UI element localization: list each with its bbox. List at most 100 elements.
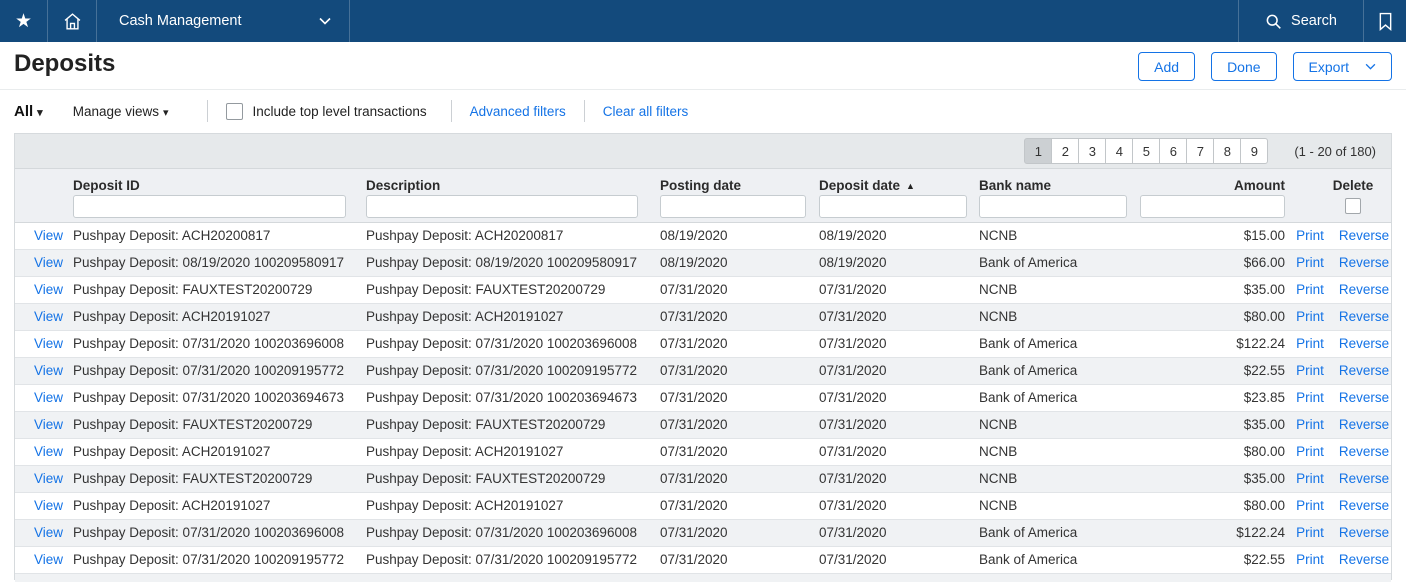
page-button-8[interactable]: 8 [1213, 138, 1241, 164]
manage-views-dropdown[interactable]: Manage views▾ [73, 104, 169, 119]
cell-bank-name: NCNB [979, 466, 1140, 492]
view-link[interactable]: View [34, 498, 63, 513]
print-link[interactable]: Print [1296, 309, 1324, 324]
reverse-link[interactable]: Reverse [1339, 255, 1389, 270]
print-link[interactable]: Print [1296, 336, 1324, 351]
cell-bank-name: Bank of America [979, 331, 1140, 357]
page-button-6[interactable]: 6 [1159, 138, 1187, 164]
cell-deposit-id: Pushpay Deposit: 07/31/2020 100203694673 [73, 385, 366, 411]
page-button-7[interactable]: 7 [1186, 138, 1214, 164]
view-link[interactable]: View [34, 309, 63, 324]
page-button-2[interactable]: 2 [1051, 138, 1079, 164]
page-button-5[interactable]: 5 [1132, 138, 1160, 164]
bookmarks-button[interactable] [1363, 0, 1406, 42]
table-row: View Pushpay Deposit: 07/31/2020 1002036… [15, 520, 1391, 547]
add-button[interactable]: Add [1138, 52, 1195, 81]
favorites-button[interactable]: ★ [0, 0, 48, 42]
filter-input-deposit-id[interactable] [73, 195, 346, 218]
clear-all-filters-link[interactable]: Clear all filters [603, 104, 689, 119]
caret-down-icon: ▾ [37, 107, 43, 119]
pagination-bar: 123456789 (1 - 20 of 180) [15, 134, 1391, 169]
page-button-1[interactable]: 1 [1024, 138, 1052, 164]
filter-input-description[interactable] [366, 195, 638, 218]
print-link[interactable]: Print [1296, 390, 1324, 405]
reverse-link[interactable]: Reverse [1339, 336, 1389, 351]
search-button[interactable]: Search [1238, 0, 1363, 42]
filter-input-posting-date[interactable] [660, 195, 806, 218]
column-header-deposit-date[interactable]: Deposit date▲ [819, 176, 979, 222]
cell-deposit-date: 07/31/2020 [819, 412, 979, 438]
row-filler [15, 574, 1391, 582]
reverse-link[interactable]: Reverse [1339, 363, 1389, 378]
cell-description: Pushpay Deposit: 07/31/2020 100209195772 [366, 547, 660, 573]
advanced-filters-link[interactable]: Advanced filters [470, 104, 566, 119]
cell-posting-date: 07/31/2020 [660, 493, 819, 519]
table-row: View Pushpay Deposit: FAUXTEST20200729 P… [15, 277, 1391, 304]
cell-description: Pushpay Deposit: ACH20191027 [366, 493, 660, 519]
include-top-level-label: Include top level transactions [253, 104, 427, 119]
print-link[interactable]: Print [1296, 498, 1324, 513]
filter-input-deposit-date[interactable] [819, 195, 967, 218]
cell-deposit-date: 07/31/2020 [819, 547, 979, 573]
caret-down-icon: ▾ [163, 107, 169, 119]
view-link[interactable]: View [34, 471, 63, 486]
page-button-3[interactable]: 3 [1078, 138, 1106, 164]
view-link[interactable]: View [34, 552, 63, 567]
table-body: View Pushpay Deposit: ACH20200817 Pushpa… [15, 223, 1391, 574]
column-header-amount: Amount [1140, 176, 1285, 222]
cell-bank-name: NCNB [979, 493, 1140, 519]
table-row: View Pushpay Deposit: 07/31/2020 1002036… [15, 385, 1391, 412]
cell-deposit-id: Pushpay Deposit: ACH20191027 [73, 439, 366, 465]
page-button-9[interactable]: 9 [1240, 138, 1268, 164]
print-link[interactable]: Print [1296, 444, 1324, 459]
view-link[interactable]: View [34, 282, 63, 297]
view-link[interactable]: View [34, 255, 63, 270]
home-button[interactable] [48, 0, 97, 42]
column-header-posting-date: Posting date [660, 176, 819, 222]
cell-amount: $35.00 [1140, 412, 1285, 438]
cell-deposit-id: Pushpay Deposit: FAUXTEST20200729 [73, 466, 366, 492]
include-top-level-checkbox[interactable] [226, 103, 243, 120]
reverse-link[interactable]: Reverse [1339, 390, 1389, 405]
cell-deposit-id: Pushpay Deposit: FAUXTEST20200729 [73, 412, 366, 438]
export-button[interactable]: Export [1293, 52, 1392, 81]
delete-all-checkbox[interactable] [1345, 198, 1361, 214]
view-link[interactable]: View [34, 336, 63, 351]
view-link[interactable]: View [34, 525, 63, 540]
reverse-link[interactable]: Reverse [1339, 417, 1389, 432]
reverse-link[interactable]: Reverse [1339, 444, 1389, 459]
page-button-4[interactable]: 4 [1105, 138, 1133, 164]
view-link[interactable]: View [34, 444, 63, 459]
reverse-link[interactable]: Reverse [1339, 525, 1389, 540]
cell-deposit-date: 08/19/2020 [819, 250, 979, 276]
filter-input-amount[interactable] [1140, 195, 1285, 218]
print-link[interactable]: Print [1296, 525, 1324, 540]
reverse-link[interactable]: Reverse [1339, 228, 1389, 243]
reverse-link[interactable]: Reverse [1339, 282, 1389, 297]
view-link[interactable]: View [34, 390, 63, 405]
reverse-link[interactable]: Reverse [1339, 498, 1389, 513]
module-selector-label: Cash Management [119, 13, 242, 29]
print-link[interactable]: Print [1296, 282, 1324, 297]
print-link[interactable]: Print [1296, 552, 1324, 567]
done-button[interactable]: Done [1211, 52, 1276, 81]
view-selector-dropdown[interactable]: All▾ [14, 103, 43, 120]
reverse-link[interactable]: Reverse [1339, 309, 1389, 324]
cell-deposit-date: 08/19/2020 [819, 223, 979, 249]
view-link[interactable]: View [34, 417, 63, 432]
table-row: View Pushpay Deposit: ACH20191027 Pushpa… [15, 439, 1391, 466]
print-link[interactable]: Print [1296, 471, 1324, 486]
view-link[interactable]: View [34, 228, 63, 243]
cell-posting-date: 07/31/2020 [660, 466, 819, 492]
filter-input-bank-name[interactable] [979, 195, 1127, 218]
reverse-link[interactable]: Reverse [1339, 471, 1389, 486]
reverse-link[interactable]: Reverse [1339, 552, 1389, 567]
view-link[interactable]: View [34, 363, 63, 378]
print-link[interactable]: Print [1296, 228, 1324, 243]
cell-deposit-date: 07/31/2020 [819, 277, 979, 303]
print-link[interactable]: Print [1296, 417, 1324, 432]
cell-bank-name: Bank of America [979, 547, 1140, 573]
print-link[interactable]: Print [1296, 363, 1324, 378]
print-link[interactable]: Print [1296, 255, 1324, 270]
module-selector[interactable]: Cash Management [97, 0, 350, 42]
